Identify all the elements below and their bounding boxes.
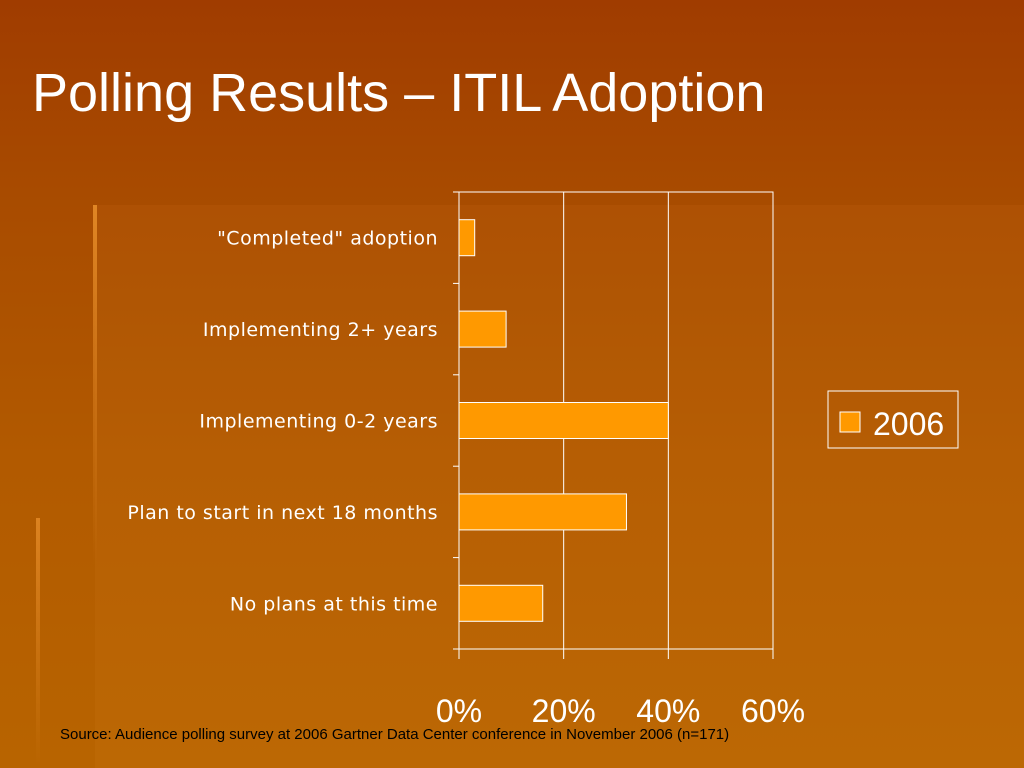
x-tick-label: 0% xyxy=(436,693,482,729)
bar xyxy=(458,310,507,348)
x-tick-label: 60% xyxy=(741,693,805,729)
legend-swatch xyxy=(839,411,861,433)
bar xyxy=(458,402,669,439)
decorative-line xyxy=(93,205,97,565)
legend-label: 2006 xyxy=(873,406,944,442)
legend-box xyxy=(827,390,959,449)
category-label: Implementing 2+ years xyxy=(203,319,438,341)
category-label: Plan to start in next 18 months xyxy=(127,502,438,524)
x-tick-label: 40% xyxy=(636,693,700,729)
bar xyxy=(458,219,476,257)
decorative-line xyxy=(36,518,40,768)
x-tick-label: 20% xyxy=(532,693,596,729)
bar xyxy=(458,493,627,531)
category-label: Implementing 0-2 years xyxy=(199,411,438,433)
slide-title: Polling Results – ITIL Adoption xyxy=(32,63,766,123)
category-label: No plans at this time xyxy=(230,593,438,615)
category-label: "Completed" adoption xyxy=(217,228,438,250)
bar xyxy=(458,584,544,622)
background-panel xyxy=(95,205,1024,768)
source-note: Source: Audience polling survey at 2006 … xyxy=(60,726,730,743)
